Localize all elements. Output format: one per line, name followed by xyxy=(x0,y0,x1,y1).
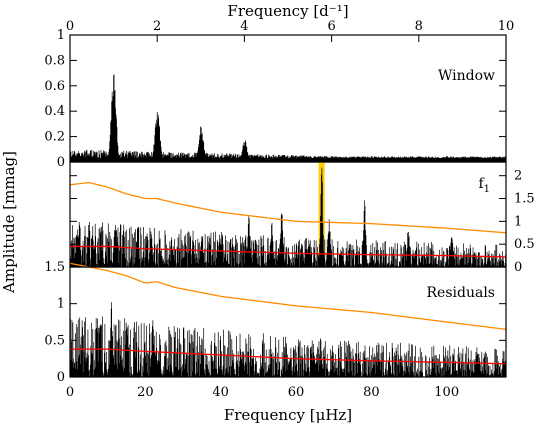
x-tick-label: 80 xyxy=(363,385,380,400)
top-tick-label: 0 xyxy=(66,19,74,34)
top-axis-label: Frequency [d⁻¹] xyxy=(227,2,348,20)
y-tick-label: 0.2 xyxy=(44,130,65,145)
y-tick-label: 0.6 xyxy=(44,79,65,94)
residuals-frame xyxy=(69,266,507,378)
y-tick-label: 0.8 xyxy=(44,53,65,68)
x-tick-label: 0 xyxy=(66,385,74,400)
f1-label-main: f xyxy=(478,176,485,192)
top-tick-label: 10 xyxy=(498,19,515,34)
panel-residuals: Residuals xyxy=(69,262,507,378)
x-tick-label: 100 xyxy=(434,385,459,400)
y-tick-label: 1.5 xyxy=(44,260,65,275)
bottom-axis-label: Frequency [μHz] xyxy=(224,406,352,424)
y-axis-label: Amplitude [mmag] xyxy=(0,151,18,294)
panel-window: Window xyxy=(69,34,507,163)
window-frame xyxy=(69,34,507,163)
top-tick-label: 8 xyxy=(415,19,423,34)
residuals-noise-curve xyxy=(70,348,507,365)
y-tick-label: 0.5 xyxy=(44,333,65,348)
x-tick-label: 20 xyxy=(137,385,154,400)
top-tick-label: 6 xyxy=(327,19,335,34)
y-tick-label: 0 xyxy=(57,155,65,170)
y-tick-label: 1 xyxy=(57,297,65,312)
y-tick-label: 0 xyxy=(514,260,522,275)
residuals-panel-label: Residuals xyxy=(427,285,495,301)
spectrum-trace xyxy=(69,167,507,267)
residuals-spectrum xyxy=(69,302,507,377)
top-tick-label: 2 xyxy=(153,19,161,34)
panel-f1: f1 xyxy=(69,161,507,268)
residuals-significance-curve xyxy=(69,262,507,330)
x-tick-label: 60 xyxy=(288,385,305,400)
f1-panel-label: f1 xyxy=(478,176,490,195)
spectrum-trace xyxy=(69,74,507,162)
y-tick-label: 1.5 xyxy=(514,192,535,207)
f1-label-sub: 1 xyxy=(484,184,490,195)
y-tick-label: 0.4 xyxy=(44,104,65,119)
f1-spectrum xyxy=(69,167,507,267)
y-tick-label: 1 xyxy=(57,28,65,43)
window-spectrum xyxy=(69,74,507,162)
window-panel-label: Window xyxy=(438,68,495,84)
y-tick-label: 1 xyxy=(514,214,522,229)
y-tick-label: 0 xyxy=(57,370,65,385)
x-tick-label: 40 xyxy=(212,385,229,400)
y-tick-label: 2 xyxy=(514,169,522,184)
top-tick-label: 4 xyxy=(240,19,248,34)
f1-noise-curve xyxy=(70,245,507,258)
y-tick-label: 0.5 xyxy=(514,237,535,252)
spectrum-trace xyxy=(69,302,507,377)
f1-significance-curve xyxy=(69,182,507,234)
